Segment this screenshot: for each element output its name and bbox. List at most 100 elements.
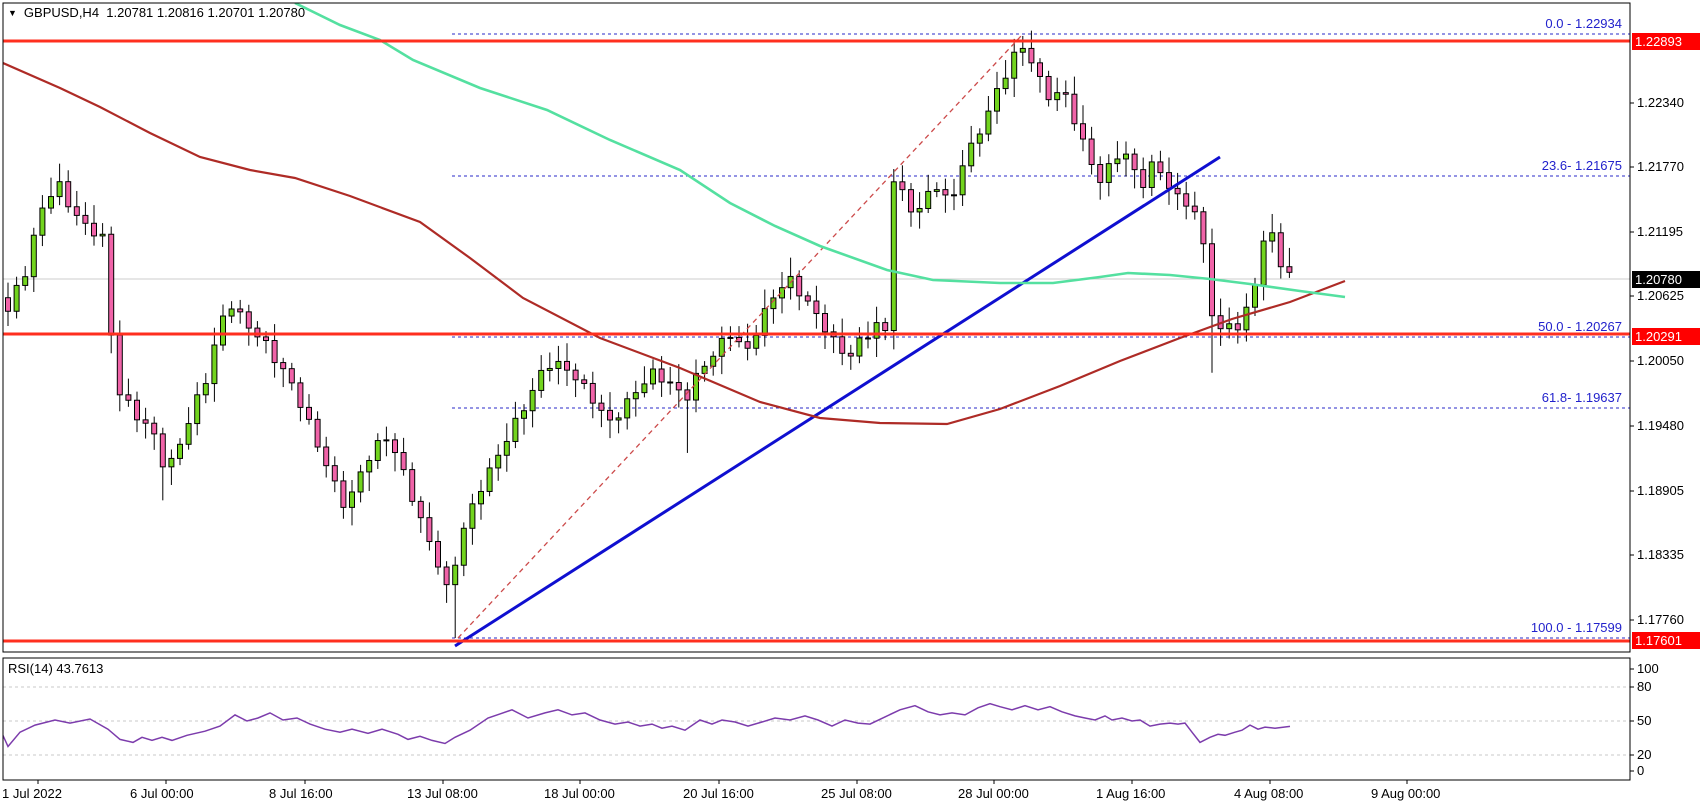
bear-candle <box>744 341 751 349</box>
current-price-badge: 1.20780 <box>1632 270 1700 288</box>
bear-candle <box>142 419 149 424</box>
chart-title-symbol: GBPUSD,H4 <box>23 5 100 20</box>
bear-candle <box>804 295 811 302</box>
bear-candle <box>1088 138 1095 166</box>
price-axis-label: 1.17760 <box>1637 612 1684 627</box>
price-axis-label: 1.21195 <box>1637 224 1684 239</box>
bull-candle <box>168 457 175 468</box>
time-axis-label: 9 Aug 00:00 <box>1371 786 1441 801</box>
time-axis-label: 8 Jul 16:00 <box>269 786 333 801</box>
bear-candle <box>667 381 674 384</box>
bull-candle <box>538 369 545 391</box>
price-axis-label: 1.19480 <box>1637 418 1684 433</box>
bear-candle <box>1045 75 1052 101</box>
bear-candle <box>254 327 261 338</box>
rsi-axis-label: 20 <box>1637 747 1652 762</box>
bull-candle <box>632 392 639 400</box>
bear-candle <box>796 275 803 297</box>
bear-candle <box>1183 193 1190 207</box>
bull-candle <box>13 284 20 312</box>
bear-candle <box>297 382 304 408</box>
bull-candle <box>727 336 734 339</box>
fast-ma-line <box>294 3 1346 299</box>
bear-candle <box>263 336 269 342</box>
bull-candle <box>779 287 785 299</box>
bear-candle <box>607 409 613 421</box>
bear-candle <box>331 465 338 482</box>
price-axis-label: 1.18905 <box>1637 483 1684 498</box>
ascending-blue-trendline[interactable] <box>454 155 1221 648</box>
price-axis-label: 1.20625 <box>1637 288 1684 303</box>
time-axis-label: 18 Jul 00:00 <box>544 786 615 801</box>
bull-candle <box>469 503 476 529</box>
bear-candle <box>1200 211 1207 245</box>
time-axis-label: 1 Jul 2022 <box>2 786 62 801</box>
bear-candle <box>400 452 407 471</box>
bull-candle <box>925 190 932 209</box>
bull-candle <box>374 440 381 462</box>
bear-candle <box>323 446 330 467</box>
bull-candle <box>521 410 527 419</box>
bull-candle <box>1105 163 1112 183</box>
bull-candle <box>512 417 519 442</box>
bear-candle <box>1286 266 1293 273</box>
bull-candle <box>615 417 622 421</box>
bear-candle <box>237 308 244 313</box>
bear-candle <box>280 362 287 370</box>
fib-level-label: 100.0 - 1.17599 <box>1530 620 1622 635</box>
bull-candle <box>1148 161 1155 188</box>
bull-candle <box>30 234 37 278</box>
price-pane[interactable] <box>3 3 1630 648</box>
bull-candle <box>503 440 510 456</box>
price-axis-label: 1.21770 <box>1637 159 1684 174</box>
bear-candle <box>340 480 347 508</box>
rsi-pane[interactable] <box>2 686 1630 756</box>
bull-candle <box>185 423 192 445</box>
bull-candle <box>1114 158 1121 165</box>
bear-candle <box>1062 92 1069 95</box>
rsi-axis-label: 50 <box>1637 713 1652 728</box>
bull-candle <box>959 165 966 196</box>
bear-candle <box>443 566 450 586</box>
bear-candle <box>134 399 140 421</box>
bull-candle <box>976 133 983 144</box>
bull-candle <box>495 454 502 469</box>
fib-level-label: 0.0 - 1.22934 <box>1545 16 1622 31</box>
bear-candle <box>314 418 321 448</box>
rsi-indicator-label: RSI(14) 43.7613 <box>8 661 104 676</box>
bear-candle <box>288 368 295 384</box>
time-axis-label: 13 Jul 08:00 <box>407 786 478 801</box>
bear-candle <box>839 336 846 354</box>
bull-candle <box>710 355 717 367</box>
bear-candle <box>82 214 89 224</box>
bear-candle <box>908 189 914 213</box>
bear-candle <box>589 382 596 404</box>
bull-candle <box>202 383 209 396</box>
bull-candle <box>366 460 373 473</box>
symbol-dropdown-icon[interactable]: ▼ <box>8 8 17 18</box>
bull-candle <box>555 360 562 369</box>
bull-candle <box>56 181 63 198</box>
bull-candle <box>22 276 29 286</box>
bull-candle <box>770 297 777 310</box>
bull-candle <box>1123 153 1129 160</box>
bear-candle <box>306 406 312 420</box>
bear-candle <box>813 300 820 315</box>
bear-candle <box>108 233 115 336</box>
slow-ma-line <box>3 61 1346 426</box>
bull-candle <box>718 337 725 357</box>
bull-candle <box>1019 47 1026 53</box>
candles-layer <box>5 30 1293 639</box>
bear-candle <box>1277 232 1284 268</box>
ascending-red-dashed-trendline[interactable] <box>457 34 1023 639</box>
bull-candle <box>529 389 536 412</box>
bear-candle <box>271 340 278 364</box>
bull-candle <box>1243 306 1250 331</box>
bull-candle <box>753 334 760 349</box>
price-axis-label: 1.18335 <box>1637 547 1684 562</box>
bull-candle <box>873 322 880 339</box>
bull-candle <box>761 308 768 336</box>
bear-candle <box>409 469 416 502</box>
bear-candle <box>435 541 441 568</box>
